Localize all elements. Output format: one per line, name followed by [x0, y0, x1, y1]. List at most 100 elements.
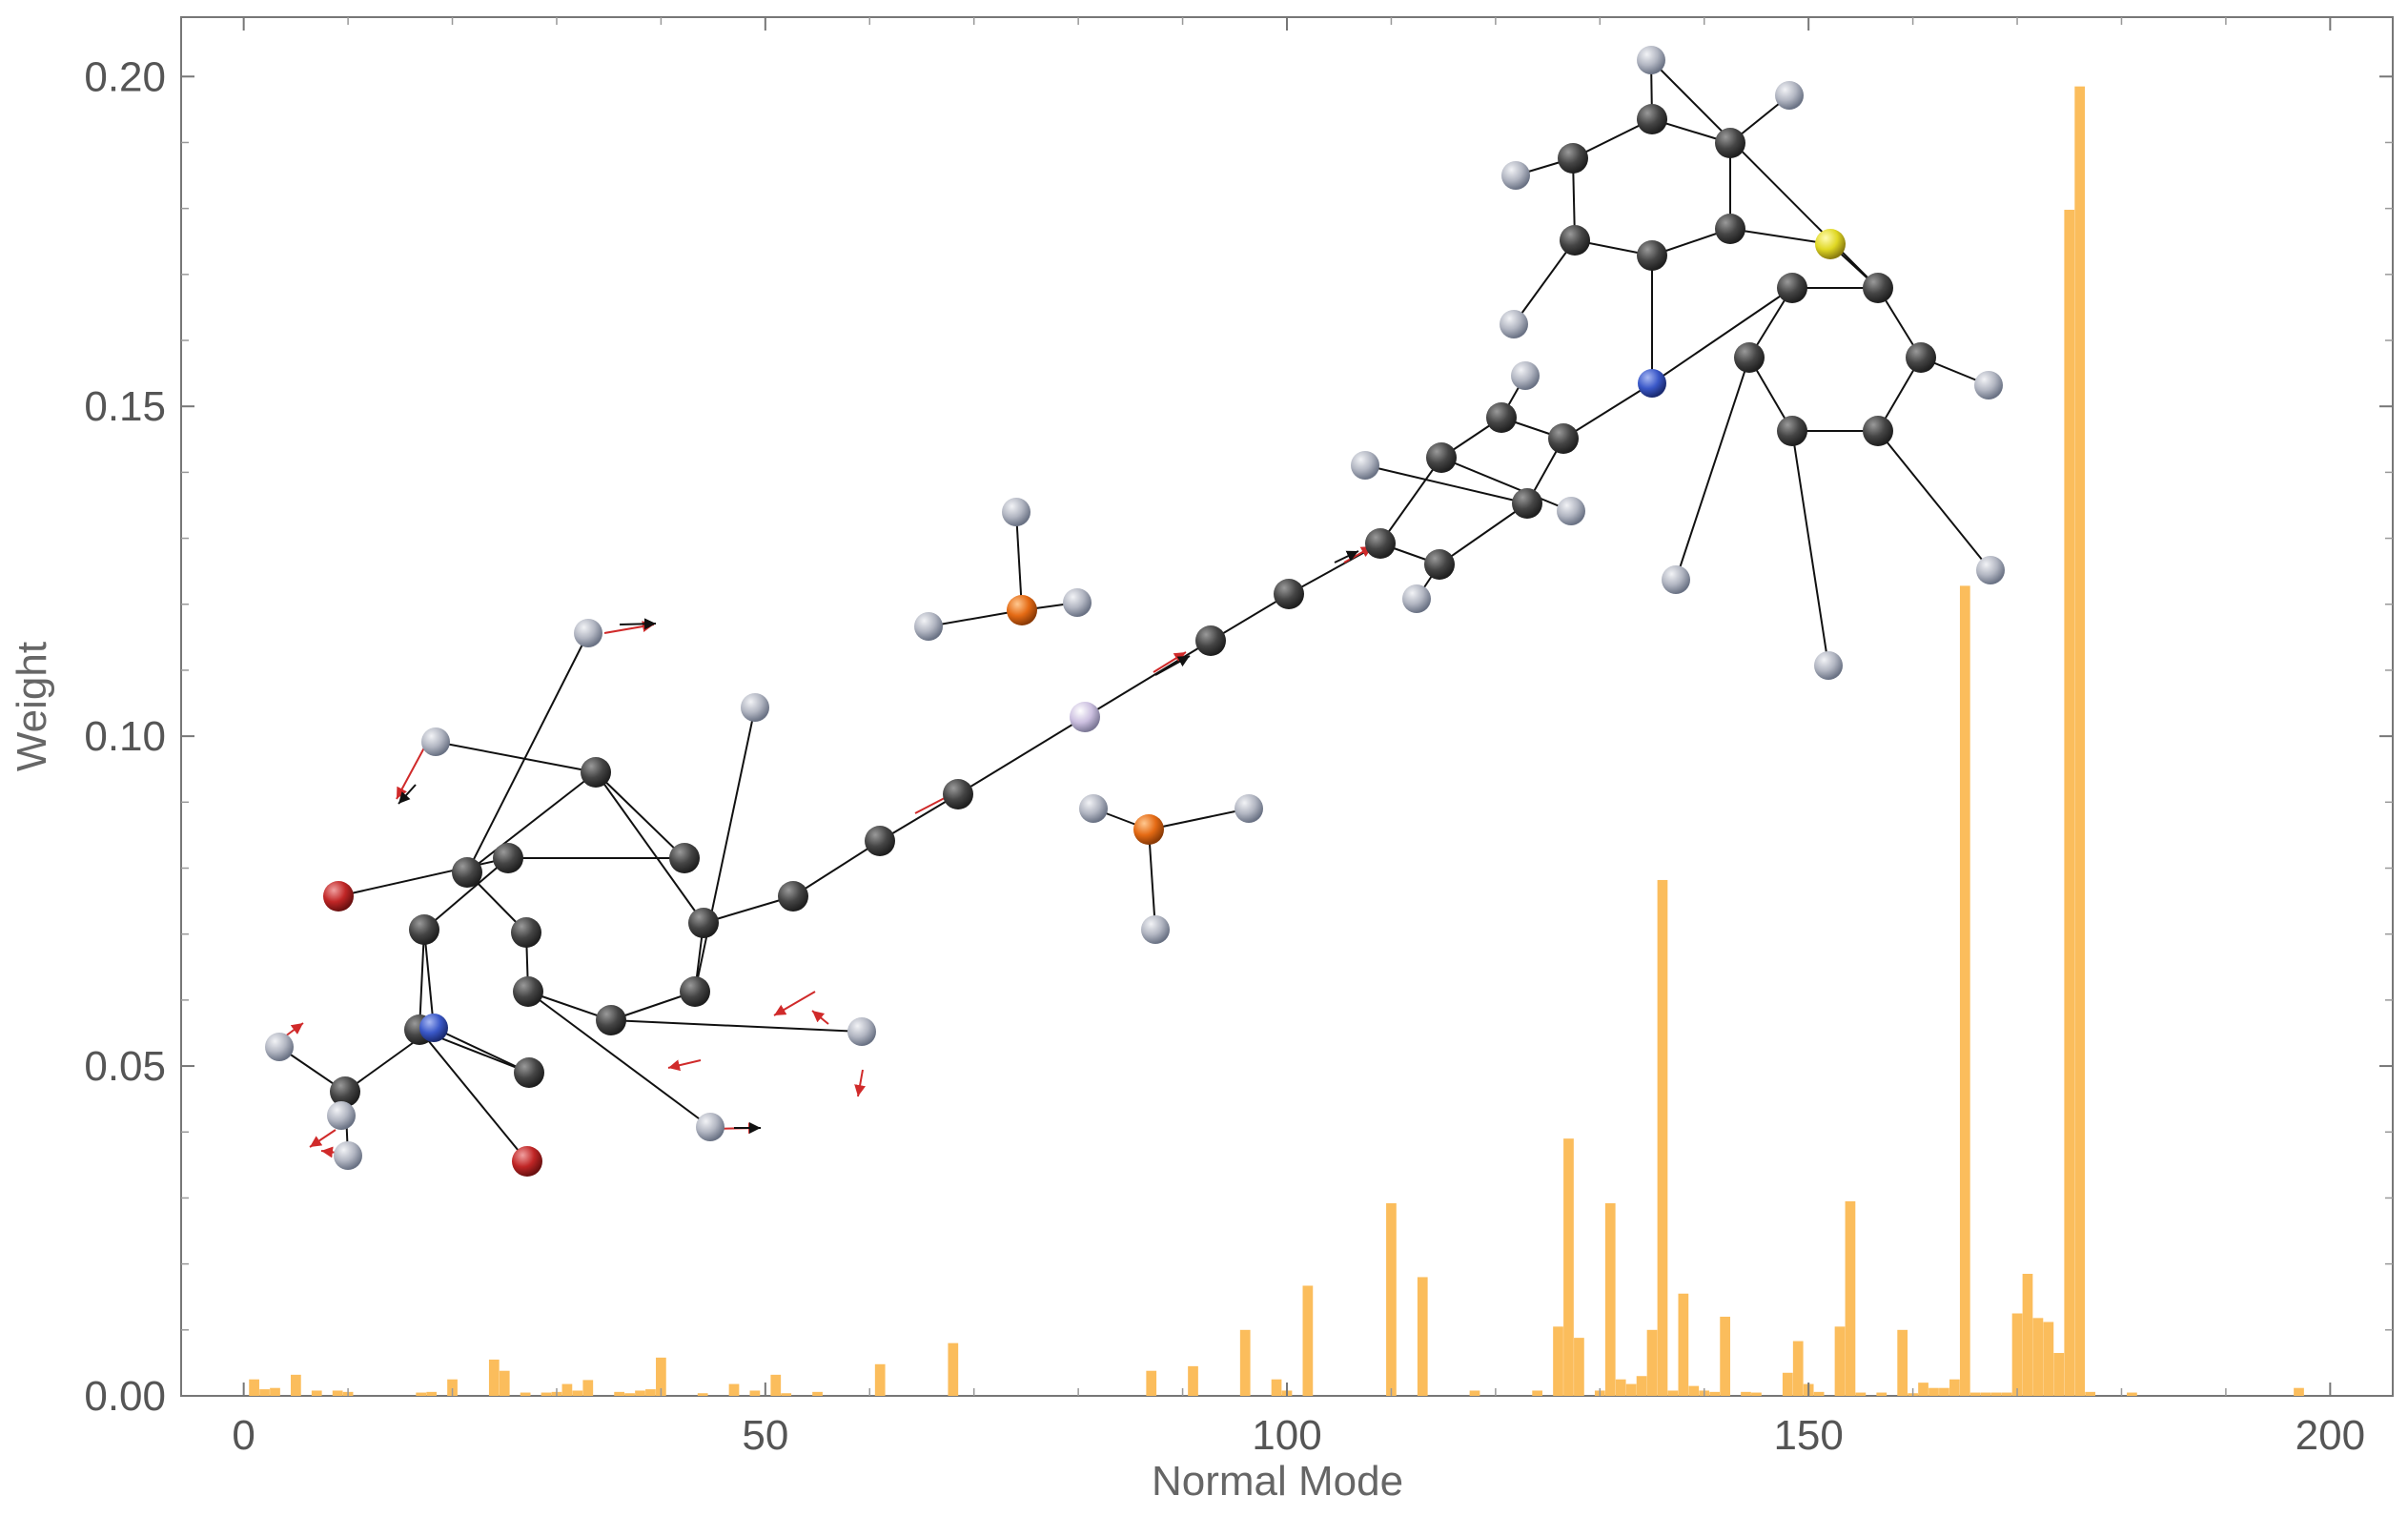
- bond: [1015, 511, 1023, 611]
- carbon-atom: [943, 779, 973, 809]
- bar: [770, 1374, 782, 1396]
- molecule-inset: [265, 46, 2005, 1177]
- bar: [270, 1387, 280, 1396]
- bar: [2085, 1391, 2095, 1396]
- bar: [2127, 1392, 2137, 1396]
- sulfur-atom: [1815, 229, 1846, 259]
- bar: [1657, 879, 1668, 1396]
- y-tick-label: 0.15: [84, 383, 166, 430]
- carbon-atom: [1424, 549, 1455, 580]
- hydrogen-atom: [421, 727, 450, 756]
- bar: [1574, 1338, 1584, 1396]
- bar: [749, 1390, 761, 1396]
- bond: [1675, 357, 1750, 581]
- carbon-atom: [778, 881, 808, 912]
- carbon-atom: [1195, 625, 1226, 656]
- carbon-atom: [1637, 104, 1667, 134]
- hydrogen-atom: [1974, 371, 2003, 399]
- nitrogen-atom: [419, 1014, 448, 1042]
- bond: [1439, 502, 1528, 565]
- molecule-atoms: [265, 46, 2005, 1177]
- bond: [423, 857, 509, 931]
- bond: [1440, 457, 1572, 512]
- hydrogen-atom: [696, 1113, 724, 1141]
- bar: [1271, 1379, 1282, 1396]
- bar: [2074, 86, 2086, 1396]
- bar: [1302, 1285, 1314, 1396]
- bond: [703, 895, 794, 924]
- bar: [572, 1390, 583, 1396]
- carbon-atom: [1777, 416, 1807, 446]
- carbon-atom: [409, 914, 439, 945]
- bar: [1678, 1293, 1689, 1396]
- plot-frame: [180, 16, 2394, 1397]
- bar: [1469, 1390, 1480, 1396]
- hydrogen-atom: [1141, 915, 1170, 944]
- bond: [423, 929, 435, 1029]
- bond: [1729, 228, 1831, 245]
- displacement-arrow: [603, 621, 655, 634]
- bond: [527, 991, 711, 1128]
- carbon-atom: [452, 857, 482, 888]
- bond: [1148, 829, 1156, 931]
- hydrogen-atom: [1814, 651, 1843, 680]
- bond: [1651, 287, 1793, 384]
- bond: [610, 1019, 863, 1033]
- hydrogen-atom: [265, 1033, 294, 1061]
- y-axis-ticks: 0.00 0.05 0.10 0.15 0.20: [84, 53, 2393, 1420]
- bar: [426, 1391, 437, 1396]
- bar: [1604, 1202, 1616, 1396]
- bond: [1562, 382, 1653, 440]
- bar: [561, 1383, 573, 1396]
- carbon-atom: [865, 826, 895, 856]
- bar: [1845, 1200, 1856, 1396]
- bar: [1792, 1341, 1804, 1396]
- bond: [1513, 239, 1576, 325]
- carbon-atom: [1274, 579, 1304, 609]
- bond: [1791, 430, 1829, 666]
- bar: [948, 1342, 959, 1396]
- bar: [1646, 1329, 1658, 1396]
- bar: [311, 1390, 322, 1396]
- carbon-atom: [1558, 143, 1588, 174]
- x-tick-label: 100: [1252, 1412, 1321, 1459]
- bar: [1532, 1390, 1542, 1396]
- bar: [1949, 1379, 1960, 1396]
- bond: [433, 1027, 530, 1074]
- carbon-atom: [1734, 342, 1765, 373]
- carbon-atom: [1365, 528, 1396, 559]
- bar: [291, 1374, 301, 1396]
- displacement-arrow: [773, 991, 816, 1016]
- bar: [249, 1379, 259, 1396]
- hydrogen-atom: [1557, 497, 1585, 525]
- bar: [614, 1391, 624, 1396]
- x-axis-ticks: 0 50 100 150 200: [232, 17, 2365, 1459]
- bond: [1084, 640, 1212, 718]
- carbon-atom: [1426, 442, 1457, 473]
- carbon-atom: [1560, 225, 1590, 256]
- hydrogen-atom: [1402, 584, 1431, 613]
- x-tick-label: 50: [742, 1412, 788, 1459]
- displacement-arrow: [1334, 550, 1359, 563]
- carbon-atom: [1863, 273, 1893, 303]
- y-tick-label: 0.20: [84, 53, 166, 100]
- phosphorus-atom: [1133, 814, 1164, 845]
- hydrogen-atom: [574, 619, 602, 647]
- bar: [447, 1379, 458, 1396]
- bar: [1188, 1365, 1198, 1396]
- bar: [1625, 1383, 1637, 1396]
- hydrogen-atom: [327, 1101, 356, 1130]
- x-tick-label: 150: [1773, 1412, 1843, 1459]
- y-axis-label: Weight: [9, 642, 55, 771]
- bond: [466, 632, 589, 873]
- bond: [1650, 59, 1879, 289]
- bar: [781, 1393, 792, 1396]
- bar: [1741, 1391, 1751, 1396]
- bond: [1364, 464, 1528, 504]
- bar: [2064, 210, 2075, 1396]
- bond: [337, 857, 509, 897]
- hydrogen-atom: [847, 1017, 876, 1046]
- bar: [1553, 1326, 1563, 1396]
- y-tick-label: 0.05: [84, 1043, 166, 1090]
